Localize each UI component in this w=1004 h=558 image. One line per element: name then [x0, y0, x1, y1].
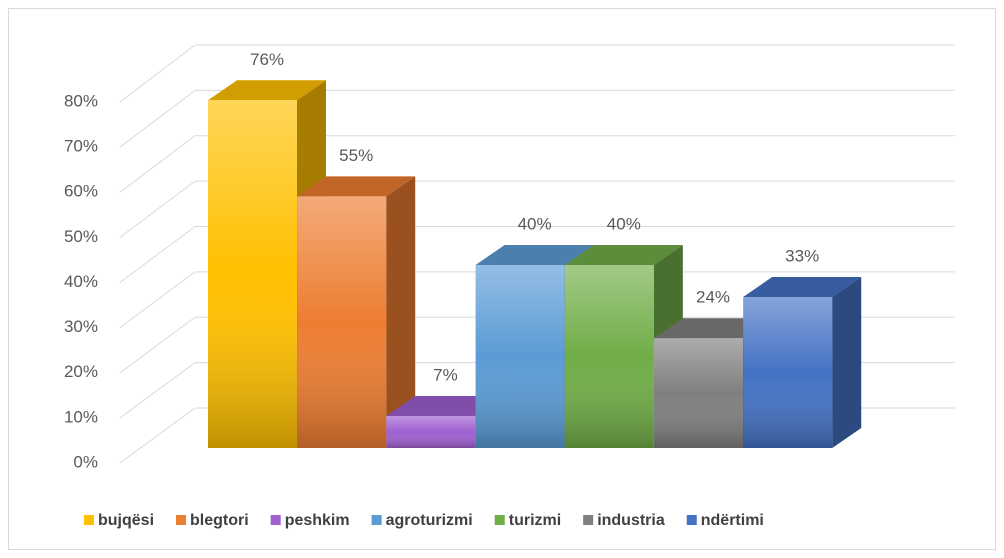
grid-line: [119, 407, 196, 464]
grid-line: [119, 44, 196, 103]
y-tick-label: 40%: [64, 272, 98, 291]
bar-top: [654, 318, 772, 339]
grid-line: [119, 271, 196, 329]
grid-line: [119, 362, 196, 419]
bar-top-shade: [564, 245, 683, 265]
bar-side: [832, 277, 862, 448]
grid-line: [119, 180, 196, 238]
legend-label: industria: [597, 512, 665, 529]
bar-shade: [386, 415, 476, 448]
bar-top-shade: [654, 318, 772, 339]
y-tick-label: 80%: [64, 91, 98, 110]
bar-shade: [743, 297, 833, 448]
legend-swatch: [176, 515, 187, 525]
y-tick-label: 30%: [64, 317, 98, 336]
data-label: 76%: [250, 50, 284, 69]
legend-swatch: [84, 515, 94, 525]
legend-label: ndërtimi: [701, 512, 764, 529]
grid-line: [119, 226, 196, 283]
bar-side-shade: [386, 176, 416, 448]
bar-side-shade: [832, 277, 862, 448]
data-label: 55%: [339, 146, 373, 165]
legend-label: blegtori: [190, 512, 249, 529]
bar-top: [297, 176, 416, 197]
data-label: 40%: [607, 214, 641, 233]
data-label: 33%: [785, 247, 819, 266]
bar-shade: [654, 338, 743, 448]
legend-swatch: [686, 515, 697, 525]
bar-top: [208, 80, 326, 101]
bar-top: [475, 245, 594, 265]
legend-swatch: [494, 515, 505, 525]
data-label: 40%: [518, 214, 552, 233]
legend-label: turizmi: [509, 512, 561, 529]
bar-side: [386, 176, 416, 448]
bar-shade: [208, 100, 297, 449]
legend-label: bujqësi: [98, 512, 154, 529]
data-label: 24%: [696, 288, 730, 307]
y-tick-label: 50%: [64, 227, 98, 246]
y-tick-label: 60%: [64, 182, 98, 201]
bar-shade: [564, 265, 654, 448]
legend-swatch: [583, 515, 594, 525]
bar-shade: [297, 196, 387, 448]
legend-label: agroturizmi: [386, 512, 473, 529]
grid-line: [119, 316, 196, 374]
legend-swatch: [270, 515, 281, 525]
bar-top-shade: [297, 176, 416, 197]
grid-line: [119, 135, 196, 193]
y-tick-label: 10%: [64, 407, 98, 426]
y-tick-label: 0%: [73, 452, 98, 471]
data-label: 7%: [433, 365, 458, 384]
bar-top: [743, 277, 862, 298]
legend-swatch: [371, 515, 382, 525]
bar-top: [564, 245, 683, 265]
legend-label: peshkim: [285, 512, 350, 529]
bar-top-shade: [743, 277, 862, 298]
bar-top-shade: [475, 245, 594, 265]
bar-top-shade: [386, 395, 505, 416]
bar-top: [386, 395, 505, 416]
grid-line: [119, 89, 196, 148]
bar-top-shade: [208, 80, 326, 101]
bar-shade: [475, 265, 565, 448]
y-tick-label: 70%: [64, 137, 98, 156]
y-tick-label: 20%: [64, 362, 98, 381]
